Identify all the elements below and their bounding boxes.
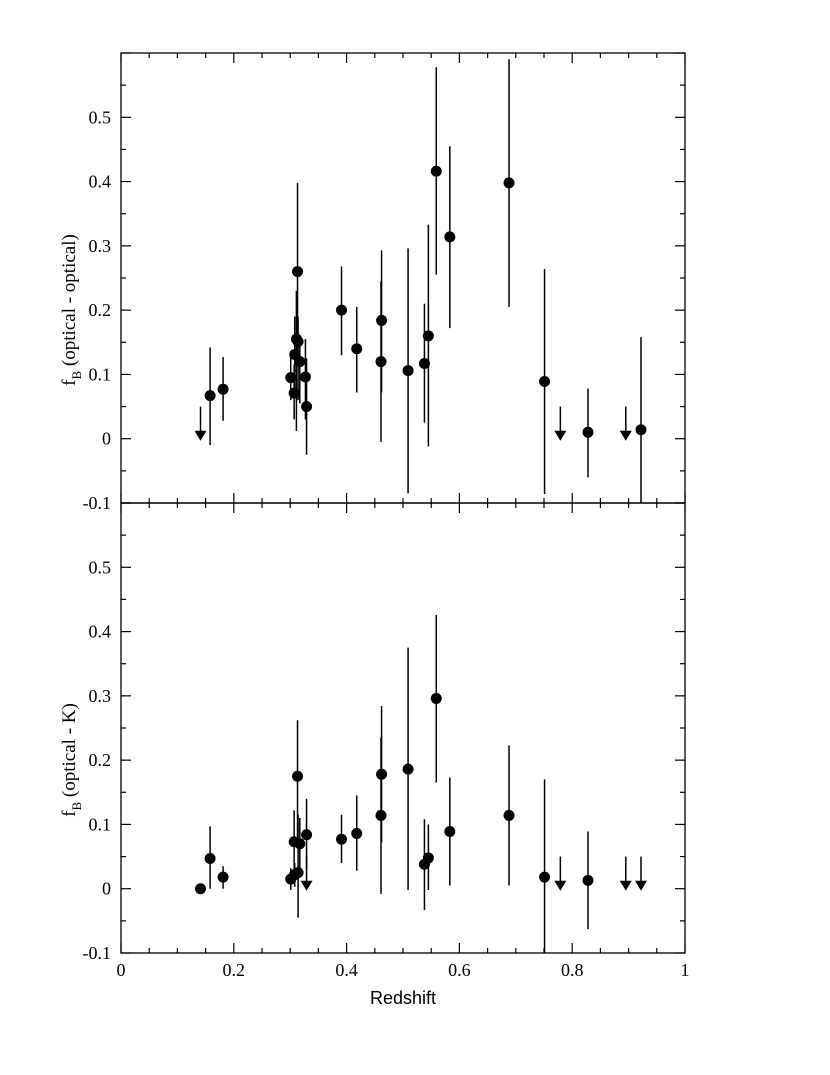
data-point — [292, 770, 304, 782]
error-bars-top — [209, 59, 642, 503]
data-point — [292, 266, 304, 278]
y-tick-label: 0.1 — [89, 814, 112, 834]
data-point — [402, 763, 414, 775]
y-tick-labels-top: -0.1 0 0.1 0.2 0.3 0.4 0.5 — [83, 107, 112, 513]
data-point — [422, 330, 434, 342]
y-tick-label: 0.3 — [89, 236, 112, 256]
data-point — [503, 177, 515, 189]
data-point — [351, 827, 363, 839]
data-point — [288, 387, 300, 399]
upper-limits-top — [194, 406, 632, 441]
error-bars-bottom — [209, 614, 589, 953]
data-point — [444, 826, 456, 837]
data-point — [301, 829, 313, 841]
data-point — [336, 304, 348, 316]
x-tick-label: 0.2 — [223, 960, 246, 980]
x-tick-label: 1 — [681, 960, 690, 980]
y-axis-label-subscript: B — [69, 370, 84, 379]
y-axis-label-subscript: B — [69, 802, 84, 811]
y-tick-label: 0.2 — [89, 300, 112, 320]
data-point — [336, 833, 348, 845]
data-point — [301, 401, 313, 413]
data-point — [430, 692, 442, 704]
data-point — [402, 365, 414, 377]
y-tick-label: 0.3 — [89, 686, 112, 706]
upper-limit-arrowhead — [619, 430, 632, 441]
x-tick-label: 0 — [117, 960, 126, 980]
tick-marks-bottom — [120, 502, 686, 954]
y-tick-label: 0 — [102, 879, 111, 899]
data-points-bottom — [195, 692, 594, 895]
x-tick-label: 0.6 — [448, 960, 471, 980]
upper-limit-arrowhead — [554, 880, 567, 891]
y-tick-label: 0.5 — [89, 107, 112, 127]
data-point — [294, 356, 306, 368]
y-tick-label: -0.1 — [83, 943, 112, 963]
upper-limits-bottom — [300, 856, 648, 891]
y-tick-label: 0 — [102, 429, 111, 449]
data-point — [539, 871, 551, 883]
plot-frame-top — [120, 52, 686, 504]
data-point — [418, 358, 430, 369]
y-tick-label: 0.4 — [89, 622, 112, 642]
data-point — [375, 356, 387, 368]
data-point — [294, 838, 306, 850]
data-point — [375, 809, 387, 821]
data-point — [351, 343, 363, 355]
y-tick-label: 0.4 — [89, 172, 112, 192]
y-tick-label: 0.5 — [89, 557, 112, 577]
y-axis-label-rest: (optical - optical) — [59, 234, 80, 371]
data-point — [376, 314, 388, 326]
upper-limit-arrowhead — [300, 880, 313, 891]
data-point — [582, 426, 594, 438]
x-tick-label: 0.4 — [335, 960, 358, 980]
upper-limit-arrowhead — [635, 880, 648, 891]
data-point — [503, 809, 515, 821]
data-point — [195, 883, 207, 895]
data-point — [285, 372, 297, 384]
data-point — [635, 424, 647, 436]
plot-frame-bottom — [120, 502, 686, 954]
data-point — [376, 768, 388, 780]
data-point — [204, 853, 216, 864]
data-points-top — [204, 165, 647, 438]
x-tick-label: 0.8 — [561, 960, 584, 980]
data-point — [299, 371, 311, 383]
data-point — [582, 874, 594, 886]
data-point — [292, 336, 304, 348]
upper-limit-arrowhead — [619, 880, 632, 891]
panel-top-optical-optical: -0.1 0 0.1 0.2 0.3 0.4 0.5 fB (optical - optic… — [59, 52, 686, 513]
data-point — [444, 231, 456, 243]
y-axis-label-symbol: f — [59, 379, 80, 386]
y-axis-label-top: fB (optical - optical) — [59, 234, 84, 386]
data-point — [430, 165, 442, 177]
x-tick-labels-bottom: 0 0.2 0.4 0.6 0.8 1 — [117, 960, 690, 980]
x-axis-title: Redshift — [370, 988, 436, 1008]
tick-marks-top — [120, 52, 686, 504]
y-axis-label-bottom: fB (optical - K) — [59, 703, 84, 817]
y-axis-label-rest: (optical - K) — [59, 703, 80, 802]
data-point — [292, 867, 304, 879]
upper-limit-arrowhead — [554, 430, 567, 441]
data-point — [422, 852, 434, 864]
data-point — [539, 376, 551, 387]
data-point — [217, 871, 229, 883]
y-axis-label-symbol: f — [59, 810, 80, 817]
y-tick-label: 0.2 — [89, 750, 112, 770]
upper-limit-arrowhead — [194, 430, 207, 441]
data-point — [204, 390, 216, 402]
panel-bottom-optical-k: -0.100.10.20.30.40.5 0 0.2 0.4 0.6 0.8 1 fB (… — [59, 502, 690, 1008]
y-tick-label: -0.1 — [83, 493, 112, 513]
data-point — [217, 383, 229, 395]
y-tick-labels-bottom: -0.1 0 0.1 0.2 0.3 0.4 0.5 — [83, 557, 112, 963]
y-tick-label: 0.1 — [89, 364, 112, 384]
